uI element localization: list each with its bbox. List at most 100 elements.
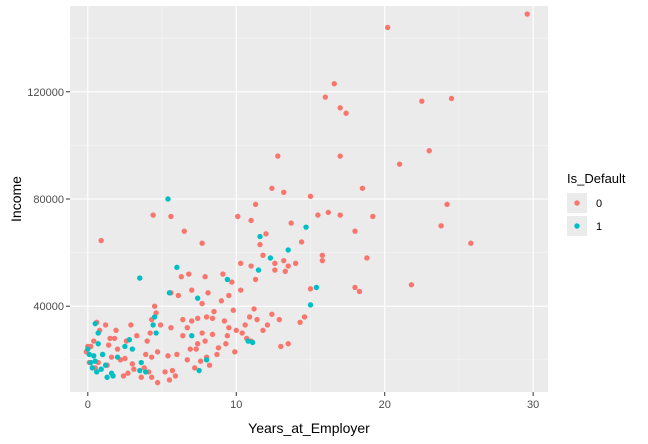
data-point-0: [175, 292, 182, 299]
data-point-0: [229, 279, 235, 285]
data-point-1: [94, 369, 100, 375]
data-point-0: [356, 288, 363, 295]
data-point-0: [269, 311, 275, 317]
data-point-0: [384, 24, 391, 31]
data-point-0: [319, 252, 326, 258]
x-tick-label: 10: [230, 399, 242, 411]
data-point-0: [331, 81, 337, 87]
data-point-0: [298, 239, 305, 245]
data-point-0: [194, 315, 201, 321]
data-point-0: [396, 161, 403, 167]
data-point-1: [99, 351, 106, 358]
data-point-1: [102, 362, 109, 368]
data-point-0: [288, 220, 294, 226]
data-point-1: [196, 367, 202, 374]
data-point-1: [110, 373, 116, 379]
data-point-0: [248, 217, 254, 224]
data-point-0: [257, 241, 263, 248]
data-point-0: [91, 338, 97, 344]
data-point-0: [370, 213, 376, 220]
data-point-0: [448, 95, 455, 102]
data-point-0: [246, 314, 253, 320]
data-point-0: [251, 306, 257, 312]
data-point-1: [313, 284, 320, 291]
data-point-0: [209, 315, 216, 321]
data-point-0: [193, 346, 199, 352]
x-tick-label: 20: [379, 399, 391, 411]
data-point-0: [281, 189, 287, 195]
axes: 0 10 20 30 40000 80000 120000: [27, 87, 539, 411]
x-tick-label: 0: [85, 399, 91, 411]
data-point-1: [194, 295, 201, 301]
data-point-0: [120, 373, 127, 379]
data-point-0: [230, 307, 236, 313]
data-point-0: [254, 316, 260, 323]
data-point-1: [174, 264, 180, 271]
data-point-0: [165, 353, 171, 359]
data-point-0: [202, 274, 208, 280]
y-tick-label: 40000: [33, 301, 64, 313]
data-point-0: [468, 240, 474, 246]
data-point-0: [199, 330, 205, 336]
data-point-0: [113, 327, 119, 334]
data-point-0: [191, 365, 198, 371]
data-point-0: [408, 282, 415, 288]
data-point-0: [239, 330, 245, 336]
data-point-0: [168, 324, 174, 331]
data-point-1: [137, 367, 143, 374]
data-point-0: [211, 308, 217, 315]
data-point-0: [438, 223, 444, 229]
data-point-1: [91, 353, 97, 359]
data-point-0: [220, 271, 226, 277]
data-point-0: [221, 318, 228, 324]
data-point-0: [285, 341, 291, 347]
data-point-0: [178, 274, 185, 280]
y-tick-label: 80000: [33, 194, 64, 206]
data-point-0: [352, 284, 358, 291]
data-point-0: [144, 338, 150, 344]
data-point-0: [252, 276, 259, 283]
data-point-0: [285, 263, 291, 269]
data-point-0: [157, 322, 164, 328]
data-point-0: [275, 153, 281, 159]
data-point-0: [301, 314, 308, 320]
data-point-0: [337, 105, 343, 111]
x-axis-title: Years_at_Employer: [248, 420, 370, 436]
data-point-0: [107, 335, 113, 342]
data-point-0: [238, 260, 244, 267]
data-point-0: [272, 260, 278, 267]
data-point-1: [255, 267, 262, 273]
y-axis-title: Income: [8, 176, 24, 222]
data-point-1: [126, 337, 133, 343]
data-point-0: [199, 240, 205, 246]
data-point-0: [248, 263, 254, 269]
data-point-0: [242, 322, 248, 328]
data-point-0: [203, 314, 210, 320]
data-point-0: [105, 342, 112, 348]
data-point-0: [114, 346, 121, 352]
data-point-0: [238, 287, 244, 293]
data-point-0: [352, 228, 358, 234]
data-point-0: [215, 345, 222, 351]
data-point-1: [165, 196, 171, 202]
data-point-1: [122, 343, 128, 350]
data-point-0: [226, 324, 232, 331]
data-point-0: [181, 228, 188, 234]
data-point-0: [129, 361, 136, 367]
data-point-0: [276, 316, 283, 323]
legend-symbol-0: [574, 200, 580, 206]
data-point-1: [92, 320, 98, 327]
data-point-0: [172, 373, 179, 379]
data-point-0: [226, 292, 232, 299]
data-point-0: [189, 287, 195, 293]
data-point-1: [166, 290, 173, 296]
data-point-1: [150, 322, 156, 328]
data-point-0: [359, 185, 366, 191]
data-point-0: [180, 333, 186, 339]
data-point-1: [224, 276, 231, 283]
data-point-0: [297, 319, 303, 326]
data-point-0: [260, 252, 266, 258]
legend-symbol-1: [574, 223, 580, 229]
data-point-1: [95, 341, 101, 347]
data-point-0: [337, 153, 343, 159]
